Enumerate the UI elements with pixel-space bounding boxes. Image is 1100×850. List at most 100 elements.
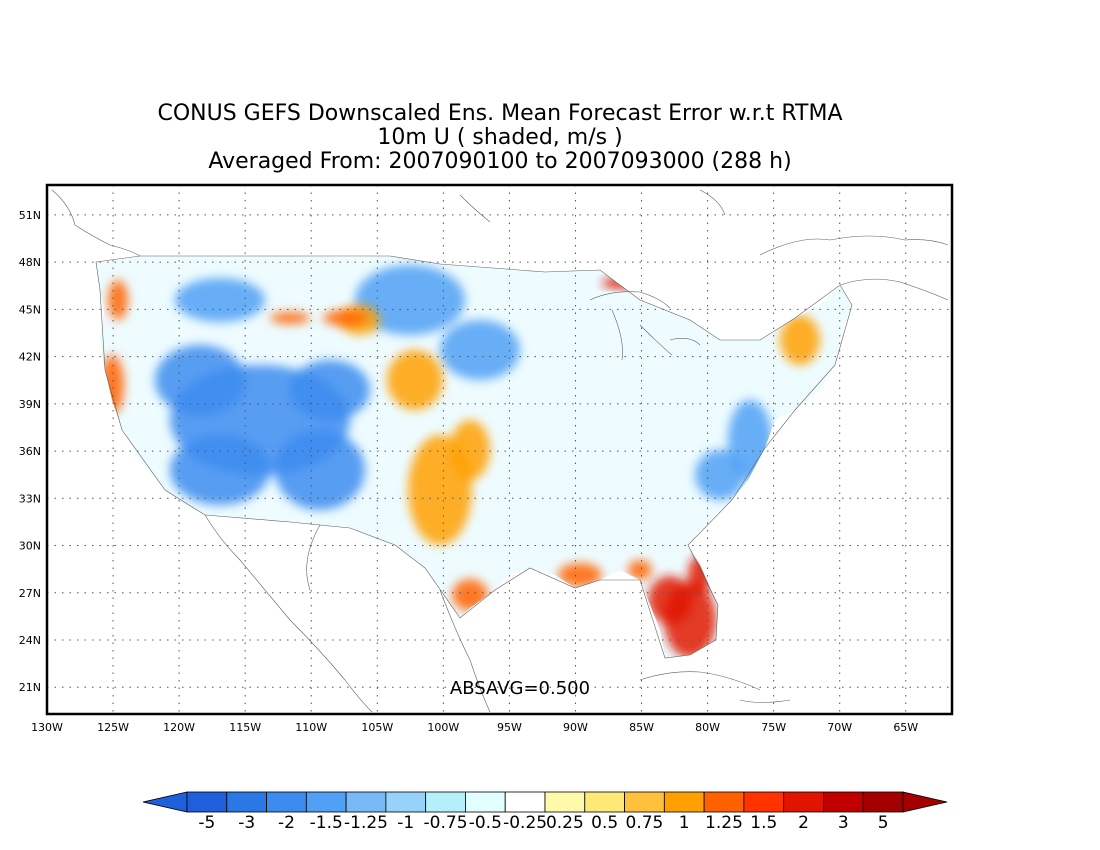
field-blob (695, 450, 745, 500)
title-line-3: Averaged From: 2007090100 to 2007093000 … (208, 149, 792, 174)
field-blob (628, 560, 652, 580)
colorbar-swatch (783, 791, 824, 813)
colorbar-label: -0.75 (424, 813, 468, 833)
colorbar-swatch (823, 791, 864, 813)
colorbar-swatch (385, 791, 427, 813)
lat-tick-label: 27N (19, 587, 41, 600)
field-blob (558, 563, 602, 587)
colorbar-under-arrow (142, 791, 188, 813)
colorbar-swatch (703, 791, 745, 813)
region-florida-positive (648, 555, 716, 658)
lon-tick-label: 125W (97, 721, 129, 734)
lon-tick-label: 130W (31, 721, 63, 734)
colorbar-label: -5 (198, 813, 215, 833)
field-blob (440, 320, 520, 380)
lat-tick-label: 48N (19, 256, 41, 269)
lat-tick-label: 24N (19, 634, 41, 647)
lon-tick-label: 90W (563, 721, 588, 734)
lat-tick-label: 30N (19, 540, 41, 553)
colorbar-label: 0.5 (591, 813, 618, 833)
colorbar-label: -1 (397, 813, 414, 833)
longitude-labels: 130W 125W 120W 115W 110W 105W 100W 95W 90W 85W 80W… (31, 721, 918, 734)
lat-tick-label: 39N (19, 398, 41, 411)
lat-lon-grid (47, 185, 952, 714)
lat-tick-label: 45N (19, 303, 41, 316)
title-line-1: CONUS GEFS Downscaled Ens. Mean Forecast… (157, 101, 843, 126)
lon-tick-label: 100W (427, 721, 459, 734)
colorbar-swatch (862, 791, 904, 813)
lon-tick-label: 70W (827, 721, 852, 734)
lon-tick-label: 115W (229, 721, 261, 734)
mexico-coast (204, 514, 491, 713)
colorbar-swatch (663, 791, 705, 813)
title-line-2: 10m U ( shaded, m/s ) (377, 125, 623, 150)
lon-tick-label: 105W (361, 721, 393, 734)
field-blob (175, 278, 265, 322)
map-title: CONUS GEFS Downscaled Ens. Mean Forecast… (0, 102, 1000, 174)
absavg-label: ABSAVG=0.500 (450, 678, 590, 699)
field-blob (155, 345, 245, 415)
colorbar-label: 0.25 (546, 813, 584, 833)
colorbar-label: 1.5 (750, 813, 777, 833)
colorbar-swatch (305, 791, 347, 813)
lon-tick-label: 110W (295, 721, 327, 734)
lon-tick-label: 95W (497, 721, 522, 734)
colorbar-swatch (186, 791, 228, 813)
colorbar: -5 -3 -2 -1.5 -1.25 -1 -0.75 -0.5 -0.250.25 0.5 0.… (142, 791, 948, 833)
colorbar-swatch (504, 791, 546, 813)
colorbar-over-arrow (902, 791, 948, 813)
colorbar-label: 3 (838, 813, 849, 833)
colorbar-swatch (743, 791, 785, 813)
colorbar-label: -0.5 (469, 813, 502, 833)
colorbar-label: -2 (278, 813, 295, 833)
field-blob (387, 350, 443, 410)
lon-tick-label: 75W (761, 721, 786, 734)
colorbar-label: 1.25 (705, 813, 743, 833)
lon-tick-label: 65W (893, 721, 918, 734)
lon-tick-label: 85W (629, 721, 654, 734)
field-blob (323, 310, 367, 326)
field-blob (290, 360, 370, 420)
colorbar-label: 5 (878, 813, 889, 833)
region-southern-plains-positive (340, 305, 820, 545)
us-outline (95, 255, 853, 659)
great-lakes (589, 291, 701, 361)
region-great-basin-negative (155, 345, 370, 510)
field-blob (275, 430, 365, 510)
colorbar-swatch (465, 791, 506, 813)
canada-border (51, 189, 949, 301)
field-blob (450, 420, 490, 480)
field-blob (108, 280, 128, 320)
colorbar-swatch (624, 791, 665, 813)
colorbar-swatch (226, 791, 267, 813)
colorbar-label: -3 (238, 813, 255, 833)
colorbar-swatch (425, 791, 466, 813)
colorbar-label: -1.5 (310, 813, 343, 833)
field-blob (648, 576, 692, 624)
lat-tick-label: 36N (19, 445, 41, 458)
lon-tick-label: 80W (695, 721, 720, 734)
cuba-coast (639, 671, 791, 703)
colorbar-label: -0.25 (503, 813, 547, 833)
map-frame (45, 183, 954, 716)
latitude-labels: 21N 24N 27N 30N 33N 36N 39N 42N 45N 48N 51N (19, 209, 41, 694)
region-gulf-coast-positive (452, 560, 652, 611)
field-blob (780, 315, 820, 365)
colorbar-swatch (544, 791, 586, 813)
colorbar-swatch (584, 791, 625, 813)
field-blob (170, 435, 270, 505)
colorbar-label: 2 (798, 813, 809, 833)
colorbar-swatch (266, 791, 307, 813)
lat-tick-label: 33N (19, 492, 41, 505)
region-east-coast-negative (175, 265, 772, 500)
lat-tick-label: 21N (19, 681, 41, 694)
colorbar-label: 1 (679, 813, 690, 833)
lat-tick-label: 42N (19, 351, 41, 364)
colorbar-label: 0.75 (626, 813, 664, 833)
colorbar-label: -1.25 (344, 813, 388, 833)
lat-tick-label: 51N (19, 209, 41, 222)
colorbar-swatch (345, 791, 387, 813)
lon-tick-label: 120W (163, 721, 195, 734)
field-blob (355, 265, 465, 335)
